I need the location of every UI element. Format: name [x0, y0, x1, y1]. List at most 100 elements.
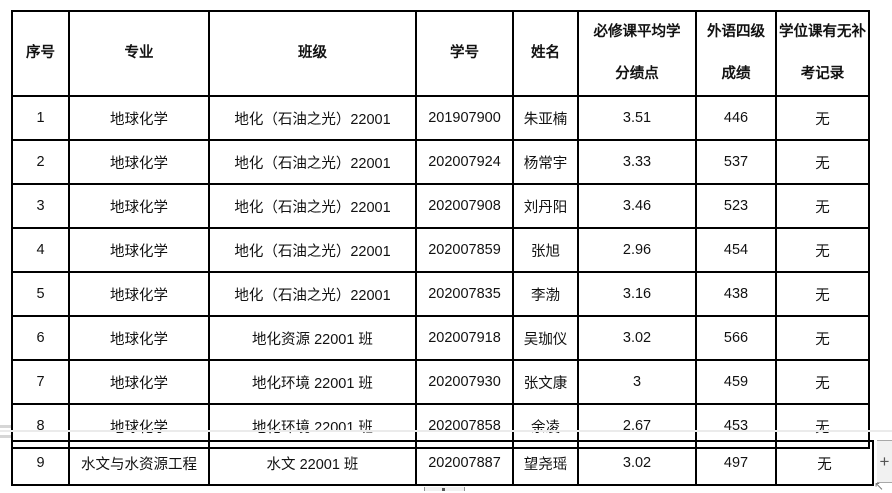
cell-student-id: 202007887 [415, 440, 514, 486]
cell-cet4: 438 [695, 271, 777, 317]
cell-class: 地化（石油之光）22001 [208, 183, 417, 229]
grades-table-continued: 9 水文与水资源工程 水文 22001 班 202007887 望尧瑶 3.02 497 无 [11, 440, 874, 486]
header-label: 学位课有无补 [779, 24, 866, 40]
cell-major: 地球化学 [68, 227, 210, 273]
header-label: 班级 [298, 45, 327, 61]
cell-major: 地球化学 [68, 315, 210, 361]
cell-student-id: 201907900 [415, 95, 514, 141]
cell-class: 地化环境 22001 班 [208, 359, 417, 405]
cell-student-id: 202007859 [415, 227, 514, 273]
header-label: 序号 [26, 45, 55, 61]
cell-makeup: 无 [775, 315, 870, 361]
cell-student-id: 202007908 [415, 183, 514, 229]
table-row: 6 地球化学 地化资源 22001 班 202007918 吴珈仪 3.02 566 无 [11, 315, 870, 361]
header-label: 外语四级 [707, 24, 765, 40]
cell-makeup: 无 [775, 359, 870, 405]
cell-makeup: 无 [775, 227, 870, 273]
cell-major: 地球化学 [68, 95, 210, 141]
table-row: 4 地球化学 地化（石油之光）22001 202007859 张旭 2.96 454 无 [11, 227, 870, 273]
cell-name: 张文康 [512, 359, 579, 405]
cell-cet4: 446 [695, 95, 777, 141]
cell-name: 望尧瑶 [512, 440, 579, 486]
cell-name: 李渤 [512, 271, 579, 317]
cell-major: 地球化学 [68, 183, 210, 229]
col-header-gpa: 必修课平均学 分绩点 [577, 10, 697, 97]
cell-major: 水文与水资源工程 [68, 440, 210, 486]
header-label: 必修课平均学 [593, 24, 681, 40]
cell-name: 杨常宇 [512, 139, 579, 185]
cell-cet4: 497 [695, 440, 777, 486]
grades-table: 序号 专业 班级 学号 姓名 [11, 10, 870, 449]
cell-name: 吴珈仪 [512, 315, 579, 361]
header-label: 姓名 [531, 45, 560, 61]
cell-gpa: 3.46 [577, 183, 697, 229]
col-header-cet4: 外语四级 成绩 [695, 10, 777, 97]
cell-class: 水文 22001 班 [208, 440, 417, 486]
cell-student-id: 202007918 [415, 315, 514, 361]
header-label: 分绩点 [615, 66, 659, 82]
header-label: 学号 [450, 45, 479, 61]
cell-student-id: 202007930 [415, 359, 514, 405]
cell-gpa: 3.02 [577, 440, 697, 486]
cell-cet4: 523 [695, 183, 777, 229]
scrollbar-strip[interactable]: + [877, 440, 892, 483]
cell-serial: 9 [11, 440, 70, 486]
grades-table-section-2: 9 水文与水资源工程 水文 22001 班 202007887 望尧瑶 3.02 497 无 [11, 440, 874, 486]
col-header-major: 专业 [68, 10, 210, 97]
table-row: 5 地球化学 地化（石油之光）22001 202007835 李渤 3.16 438 无 [11, 271, 870, 317]
table-row: 7 地球化学 地化环境 22001 班 202007930 张文康 3 459 无 [11, 359, 870, 405]
plus-icon[interactable]: + [879, 452, 890, 471]
hscrollbar-tick [442, 488, 445, 491]
cell-class: 地化资源 22001 班 [208, 315, 417, 361]
cell-major: 地球化学 [68, 271, 210, 317]
cell-serial: 6 [11, 315, 70, 361]
cell-gpa: 3.51 [577, 95, 697, 141]
resize-arrow-icon: ↖ [874, 479, 885, 493]
cell-gpa: 3 [577, 359, 697, 405]
table-row: 9 水文与水资源工程 水文 22001 班 202007887 望尧瑶 3.02 497 无 [11, 440, 874, 486]
cell-cet4: 454 [695, 227, 777, 273]
cell-serial: 2 [11, 139, 70, 185]
cell-major: 地球化学 [68, 139, 210, 185]
col-header-name: 姓名 [512, 10, 579, 97]
cell-serial: 4 [11, 227, 70, 273]
cell-serial: 7 [11, 359, 70, 405]
table-header-row: 序号 专业 班级 学号 姓名 [11, 10, 870, 97]
table-row: 3 地球化学 地化（石油之光）22001 202007908 刘丹阳 3.46 523 无 [11, 183, 870, 229]
col-header-class: 班级 [208, 10, 417, 97]
header-label: 专业 [124, 45, 154, 61]
page-margin-mark [0, 425, 11, 428]
cell-cet4: 537 [695, 139, 777, 185]
grades-table-section-1: 序号 专业 班级 学号 姓名 [11, 10, 870, 449]
col-header-serial: 序号 [11, 10, 70, 97]
cell-cet4: 459 [695, 359, 777, 405]
cell-serial: 5 [11, 271, 70, 317]
table-row: 2 地球化学 地化（石油之光）22001 202007924 杨常宇 3.33 537 无 [11, 139, 870, 185]
cell-class: 地化（石油之光）22001 [208, 95, 417, 141]
cell-major: 地球化学 [68, 359, 210, 405]
cell-class: 地化（石油之光）22001 [208, 227, 417, 273]
cell-makeup: 无 [775, 95, 870, 141]
cell-class: 地化（石油之光）22001 [208, 271, 417, 317]
cell-serial: 1 [11, 95, 70, 141]
cell-student-id: 202007835 [415, 271, 514, 317]
cell-name: 刘丹阳 [512, 183, 579, 229]
page-margin-mark [0, 435, 11, 438]
cell-name: 朱亚楠 [512, 95, 579, 141]
col-header-makeup: 学位课有无补 考记录 [775, 10, 870, 97]
cell-gpa: 3.02 [577, 315, 697, 361]
cell-class: 地化（石油之光）22001 [208, 139, 417, 185]
cell-serial: 3 [11, 183, 70, 229]
cell-cet4: 566 [695, 315, 777, 361]
table-row: 1 地球化学 地化（石油之光）22001 201907900 朱亚楠 3.51 446 无 [11, 95, 870, 141]
cell-gpa: 3.33 [577, 139, 697, 185]
page-gap-line [0, 430, 892, 432]
cell-makeup: 无 [775, 139, 870, 185]
cell-makeup: 无 [775, 271, 870, 317]
col-header-student-id: 学号 [415, 10, 514, 97]
cell-student-id: 202007924 [415, 139, 514, 185]
hscrollbar-fragment[interactable] [424, 487, 465, 491]
cell-gpa: 3.16 [577, 271, 697, 317]
cell-name: 张旭 [512, 227, 579, 273]
